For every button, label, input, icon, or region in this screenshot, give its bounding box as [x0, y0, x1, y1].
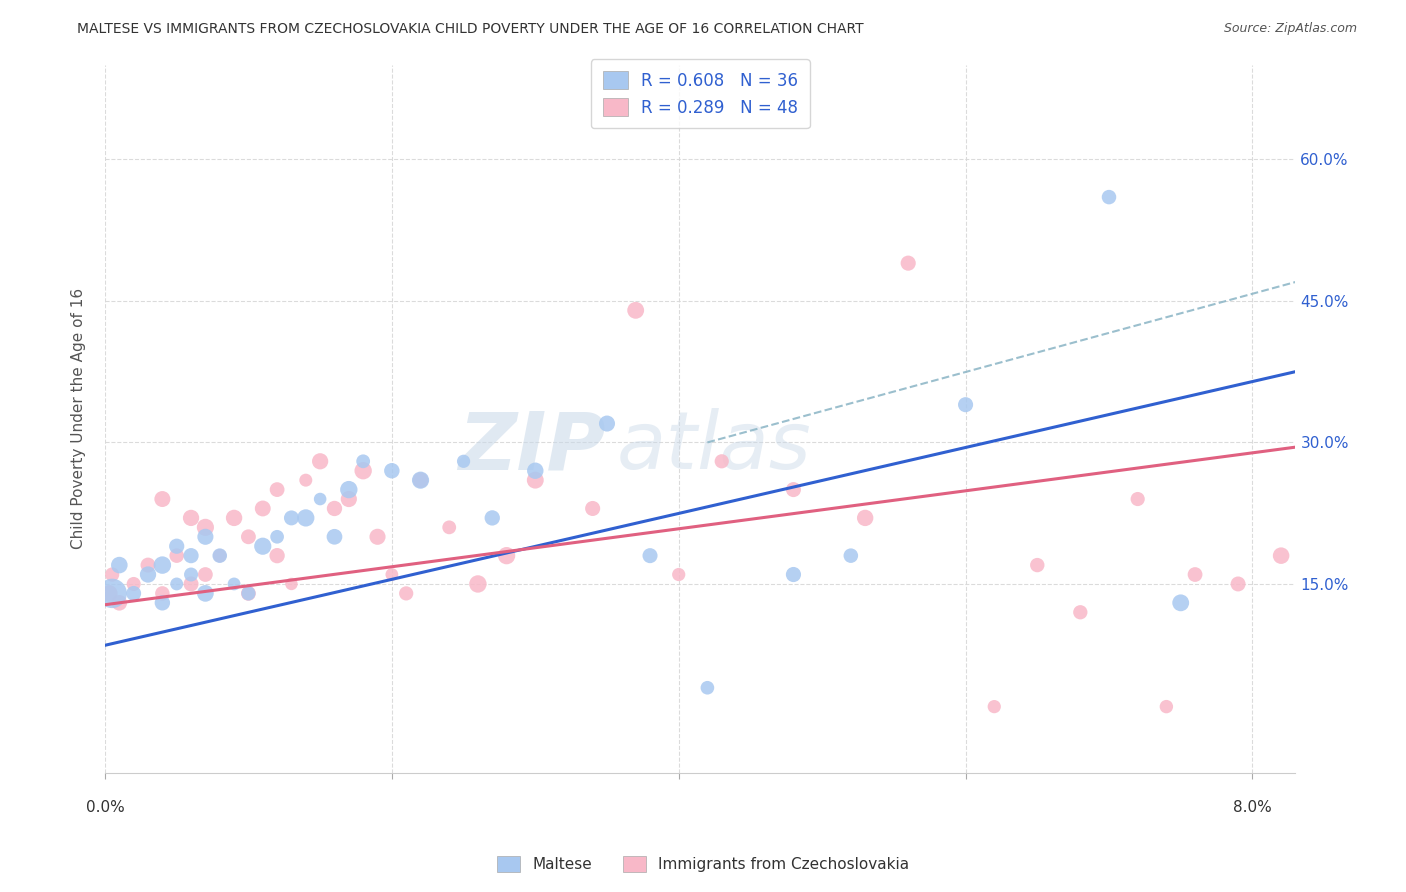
Point	[208, 549, 231, 563]
Point	[1069, 605, 1091, 619]
Y-axis label: Child Poverty Under the Age of 16: Child Poverty Under the Age of 16	[72, 288, 86, 549]
Point	[337, 483, 360, 497]
Point	[381, 464, 404, 478]
Point	[280, 511, 302, 525]
Point	[150, 596, 173, 610]
Point	[108, 596, 131, 610]
Point	[208, 549, 231, 563]
Point	[1184, 567, 1206, 582]
Point	[897, 256, 920, 270]
Point	[352, 464, 374, 478]
Point	[98, 586, 121, 600]
Point	[323, 501, 346, 516]
Point	[853, 511, 876, 525]
Point	[710, 454, 733, 468]
Point	[108, 558, 131, 573]
Point	[101, 567, 124, 582]
Point	[238, 586, 260, 600]
Point	[222, 511, 245, 525]
Point	[266, 483, 288, 497]
Point	[782, 567, 804, 582]
Point	[194, 567, 217, 582]
Point	[782, 483, 804, 497]
Point	[352, 454, 374, 468]
Point	[983, 699, 1005, 714]
Point	[582, 501, 605, 516]
Point	[180, 549, 202, 563]
Point	[280, 577, 302, 591]
Point	[696, 681, 718, 695]
Text: MALTESE VS IMMIGRANTS FROM CZECHOSLOVAKIA CHILD POVERTY UNDER THE AGE OF 16 CORR: MALTESE VS IMMIGRANTS FROM CZECHOSLOVAKI…	[77, 22, 863, 37]
Point	[180, 577, 202, 591]
Point	[524, 473, 547, 487]
Point	[166, 539, 188, 553]
Legend: R = 0.608   N = 36, R = 0.289   N = 48: R = 0.608 N = 36, R = 0.289 N = 48	[591, 59, 810, 128]
Point	[150, 558, 173, 573]
Point	[122, 577, 145, 591]
Text: atlas: atlas	[617, 409, 811, 486]
Point	[481, 511, 503, 525]
Point	[180, 567, 202, 582]
Point	[266, 549, 288, 563]
Point	[524, 464, 547, 478]
Point	[395, 586, 418, 600]
Point	[624, 303, 647, 318]
Point	[222, 577, 245, 591]
Point	[136, 558, 159, 573]
Point	[381, 567, 404, 582]
Point	[467, 577, 489, 591]
Point	[668, 567, 690, 582]
Text: 8.0%: 8.0%	[1233, 799, 1272, 814]
Point	[238, 530, 260, 544]
Point	[309, 491, 332, 506]
Legend: Maltese, Immigrants from Czechoslovakia: Maltese, Immigrants from Czechoslovakia	[489, 848, 917, 880]
Point	[495, 549, 517, 563]
Point	[1170, 596, 1192, 610]
Text: 0.0%: 0.0%	[86, 799, 124, 814]
Point	[439, 520, 461, 534]
Point	[194, 520, 217, 534]
Point	[150, 491, 173, 506]
Point	[323, 530, 346, 544]
Point	[366, 530, 388, 544]
Text: ZIP: ZIP	[457, 409, 605, 486]
Point	[409, 473, 432, 487]
Point	[1156, 699, 1178, 714]
Point	[337, 491, 360, 506]
Point	[596, 417, 619, 431]
Point	[1270, 549, 1292, 563]
Text: Source: ZipAtlas.com: Source: ZipAtlas.com	[1223, 22, 1357, 36]
Point	[294, 511, 316, 525]
Point	[252, 501, 274, 516]
Point	[294, 473, 316, 487]
Point	[122, 586, 145, 600]
Point	[1098, 190, 1121, 204]
Point	[180, 511, 202, 525]
Point	[839, 549, 862, 563]
Point	[955, 398, 977, 412]
Point	[1126, 491, 1149, 506]
Point	[166, 577, 188, 591]
Point	[150, 586, 173, 600]
Point	[1026, 558, 1049, 573]
Point	[266, 530, 288, 544]
Point	[252, 539, 274, 553]
Point	[409, 473, 432, 487]
Point	[638, 549, 661, 563]
Point	[238, 586, 260, 600]
Point	[309, 454, 332, 468]
Point	[453, 454, 475, 468]
Point	[101, 586, 124, 600]
Point	[136, 567, 159, 582]
Point	[194, 530, 217, 544]
Point	[166, 549, 188, 563]
Point	[1227, 577, 1250, 591]
Point	[194, 586, 217, 600]
